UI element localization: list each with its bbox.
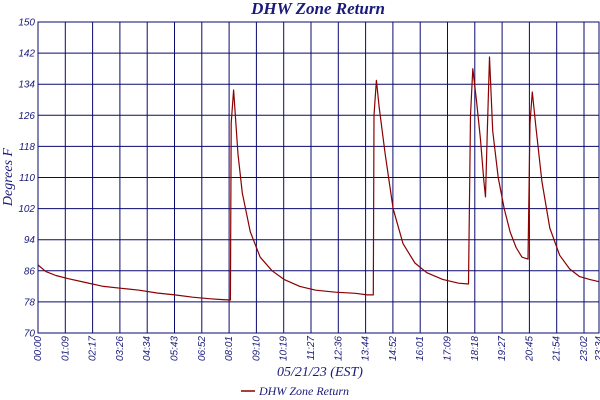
x-axis-ticks: 00:00 01:09 02:17 03:26 04:34 05:43 06:52 08:01… (33, 336, 600, 362)
x-tick-label: 23:02 (579, 336, 590, 362)
plot-frame (37, 21, 600, 334)
x-tick-label: 18:18 (470, 336, 481, 361)
legend: DHW Zone Return (241, 384, 349, 398)
y-axis-title: Degrees F (1, 147, 16, 207)
y-tick-label: 86 (24, 266, 36, 277)
y-tick-label: 142 (18, 49, 35, 60)
x-tick-label: 11:27 (306, 336, 317, 361)
y-tick-label: 150 (18, 18, 35, 29)
x-tick-label: 10:19 (279, 336, 290, 361)
x-tick-label: 03:26 (115, 336, 126, 361)
y-tick-label: 102 (18, 204, 35, 215)
grid-lines (38, 21, 599, 334)
x-tick-label: 17:09 (443, 336, 454, 361)
series-layer (37, 56, 600, 301)
y-tick-label: 110 (19, 173, 35, 184)
x-tick-label: 23:34 (594, 336, 600, 362)
chart-title: DHW Zone Return (250, 0, 385, 18)
y-tick-label: 126 (18, 111, 35, 122)
x-tick-label: 06:52 (197, 336, 208, 361)
x-tick-label: 05:43 (170, 336, 181, 361)
y-axis-ticks: 70 78 86 94 102 110 118 126 134 142 150 (18, 18, 35, 340)
x-tick-label: 13:44 (361, 336, 372, 361)
x-tick-label: 09:10 (251, 336, 262, 361)
series-line (37, 56, 600, 301)
x-tick-label: 00:00 (33, 336, 44, 361)
x-tick-label: 01:09 (60, 336, 71, 361)
y-tick-label: 70 (24, 329, 36, 340)
x-tick-label: 04:34 (142, 336, 153, 361)
x-tick-label: 16:01 (415, 336, 426, 361)
x-tick-label: 20:45 (524, 336, 535, 362)
x-tick-label: 02:17 (88, 336, 99, 361)
y-tick-label: 94 (24, 235, 36, 246)
x-tick-label: 08:01 (224, 336, 235, 361)
x-tick-label: 12:36 (333, 336, 344, 361)
x-axis-title: 05/21/23 (EST) (277, 365, 363, 380)
y-tick-label: 118 (19, 142, 35, 153)
y-tick-label: 134 (18, 80, 35, 91)
x-tick-label: 19:27 (497, 336, 508, 361)
x-tick-label: 14:52 (388, 336, 399, 361)
legend-label: DHW Zone Return (258, 384, 349, 398)
x-tick-label: 21:54 (552, 336, 563, 362)
y-tick-label: 78 (24, 297, 36, 308)
